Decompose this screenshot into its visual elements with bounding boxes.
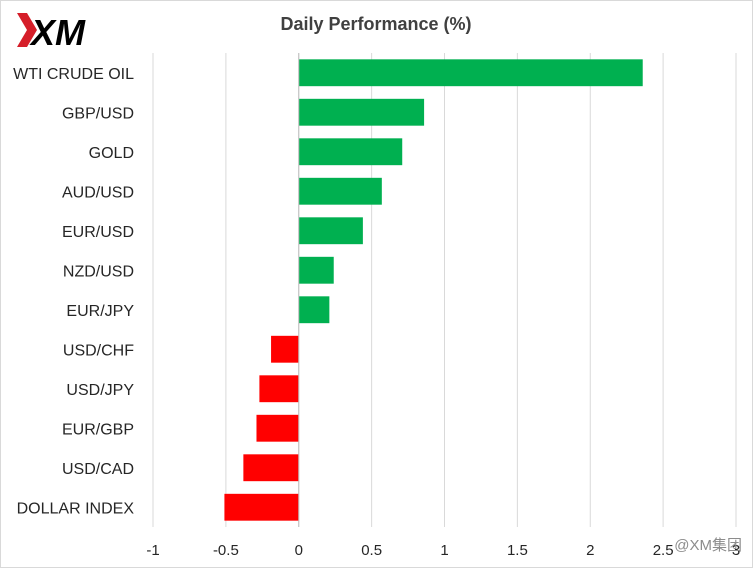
x-tick-label-1: -0.5 [213, 542, 239, 559]
logo-text: XM [29, 12, 86, 49]
x-tick-label-4: 1 [440, 542, 448, 559]
bar-11 [224, 493, 299, 521]
category-label-7: USD/CHF [63, 342, 134, 359]
xm-logo: XM [17, 12, 86, 49]
x-tick-label-6: 2 [586, 542, 594, 559]
bar-2 [298, 138, 403, 166]
bar-8 [259, 375, 299, 403]
category-label-3: AUD/USD [62, 184, 134, 201]
bar-4 [298, 217, 363, 245]
x-tick-label-7: 2.5 [653, 542, 674, 559]
bar-3 [298, 177, 382, 205]
x-tick-label-8: 3 [732, 542, 740, 559]
category-label-0: WTI CRUDE OIL [13, 66, 134, 83]
category-label-9: EUR/GBP [62, 421, 134, 438]
category-label-1: GBP/USD [62, 105, 134, 122]
x-tick-label-5: 1.5 [507, 542, 528, 559]
category-label-6: EUR/JPY [66, 303, 134, 320]
category-label-10: USD/CAD [62, 461, 134, 478]
bar-6 [298, 296, 330, 324]
category-label-11: DOLLAR INDEX [17, 500, 135, 517]
watermark: @XM集团 [674, 537, 742, 554]
bar-0 [298, 59, 643, 87]
category-label-8: USD/JPY [66, 382, 134, 399]
bar-1 [298, 98, 425, 126]
x-tick-label-3: 0.5 [361, 542, 382, 559]
x-tick-label-0: -1 [146, 542, 159, 559]
category-label-5: NZD/USD [63, 263, 134, 280]
bar-7 [271, 335, 299, 363]
chart-title: Daily Performance (%) [280, 14, 472, 34]
category-label-2: GOLD [89, 145, 134, 162]
bar-10 [243, 454, 299, 482]
bar-9 [256, 414, 299, 442]
category-label-4: EUR/USD [62, 224, 134, 241]
x-tick-label-2: 0 [295, 542, 303, 559]
bar-5 [298, 256, 334, 284]
